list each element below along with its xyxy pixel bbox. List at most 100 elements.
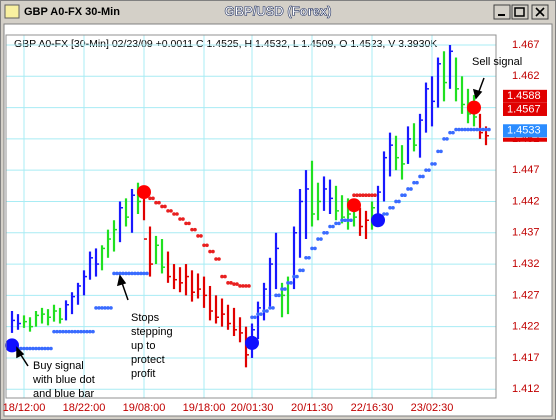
stop-dot [208,249,212,254]
stop-dot [133,271,137,276]
stop-dot [364,193,368,198]
stop-dot [328,224,332,229]
price-box [503,102,547,116]
stop-dot [439,149,443,154]
stop-dot [211,249,215,254]
close-glyph [535,7,545,17]
stop-dot [409,187,413,191]
stop-dot [256,312,260,316]
stop-dot [442,137,446,141]
chart-title: GBP/USD (Forex) [225,3,332,18]
stop-dot [343,218,347,223]
stop-dot [235,282,239,286]
annotation-sell: Sell signal [472,56,522,68]
stop-dot [451,130,455,135]
stop-dot [193,227,197,232]
y-tick-label: 1.422 [512,321,540,333]
stop-dot [262,309,266,313]
stop-dot [217,257,221,261]
stop-dot [286,281,290,285]
stop-dot [340,218,344,223]
stop-dot [415,180,419,185]
y-tick-label: 1.432 [512,258,540,270]
stop-dot [250,315,254,320]
stop-dot [352,193,356,198]
stop-dot [55,329,59,334]
stop-dot [391,205,395,210]
stop-dot [112,271,116,276]
stop-dot [298,268,302,273]
stop-dot [373,193,377,198]
stop-dot [304,256,308,260]
stop-dot [382,212,386,216]
stop-dot [322,230,326,235]
annotation-buy: Buy signal [33,360,84,372]
stop-dot [481,127,485,132]
stop-dot [268,306,272,310]
stop-dot [358,193,362,198]
stop-dot [223,274,227,279]
minimize-button[interactable] [493,4,511,20]
stop-dot [175,212,179,216]
annotation-stops: up to [131,340,155,352]
stop-dot [130,271,134,276]
stop-dot [397,199,401,204]
stop-dot [319,237,323,241]
stop-dot [487,127,491,132]
stop-dot [454,127,458,132]
maximize-glyph [514,7,525,17]
stop-dot [127,271,131,276]
stop-dot [97,306,101,310]
stop-dot [100,306,104,310]
stop-dot [94,306,98,310]
window-buttons [493,4,549,20]
window-icon [4,4,20,19]
stop-dot [484,127,488,132]
stop-dot [244,284,248,288]
stop-dot [49,346,53,351]
stop-dot [238,284,242,288]
stop-dot [43,346,47,351]
stop-dot [310,246,314,251]
stop-dot [148,196,152,201]
stop-dot [232,282,236,286]
window-title: GBP A0-FX 30-Min [24,6,120,18]
stop-dot [139,271,143,276]
stop-dot [109,306,113,310]
annotations: Sell signal Stops stepping up to protect prof… [32,56,522,400]
stop-dot [106,306,110,310]
stop-dot [190,227,194,232]
y-tick-label: 1.412 [512,383,540,395]
stop-dot [394,199,398,204]
stop-dot [157,200,161,205]
y-tick-label: 1.417 [512,352,540,364]
stop-dot [436,149,440,154]
stop-dot [325,230,329,235]
price-box-label: 1.4533 [507,125,541,137]
annotation-stops: profit [131,368,155,380]
stop-dot [283,287,287,291]
stop-dot [427,168,431,172]
stop-dot [46,346,50,351]
stop-dot [247,284,251,288]
stop-dot [271,306,275,310]
stop-dot [463,127,467,132]
stop-dot [37,346,41,351]
stop-dot [430,162,434,166]
stop-dot [25,346,29,351]
stop-dot [241,284,245,288]
signal-dot [371,213,385,228]
stop-dot [277,293,281,298]
price-box-label: 1.4588 [507,90,541,102]
stop-dot [307,256,311,260]
stop-dot [136,271,140,276]
stop-dot [199,234,203,238]
price-box [503,124,547,138]
stop-dot [406,187,410,191]
stop-dot [28,346,32,351]
stop-dot [424,168,428,172]
stop-dot [187,221,191,226]
stop-dot [205,243,209,248]
stop-dot [67,329,71,334]
